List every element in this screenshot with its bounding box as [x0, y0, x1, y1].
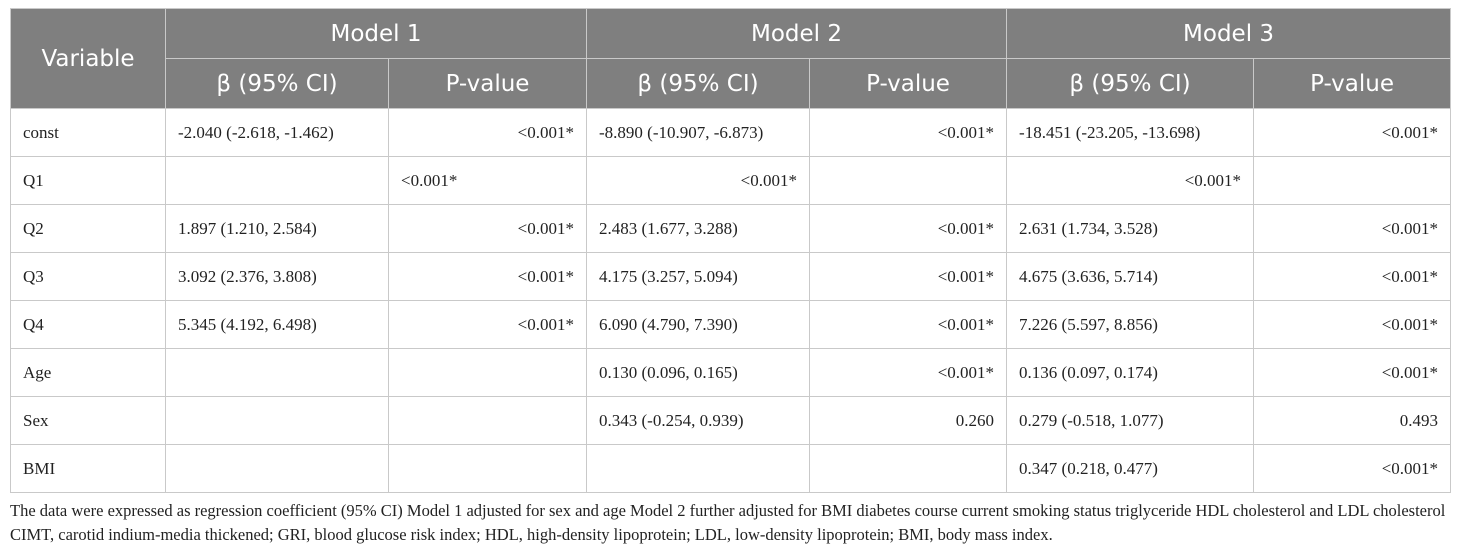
beta-cell: 4.675 (3.636, 5.714)	[1006, 252, 1255, 301]
beta-cell: 0.136 (0.097, 0.174)	[1006, 348, 1255, 397]
table-row: Q1 <0.001* <0.001* <0.001*	[10, 156, 1452, 205]
header-row-models: Variable Model 1 Model 2 Model 3	[10, 8, 1452, 109]
variable-cell: Q2	[10, 204, 166, 253]
beta-cell	[165, 156, 389, 205]
pvalue-cell: <0.001*	[1253, 444, 1452, 493]
beta-cell: -2.040 (-2.618, -1.462)	[165, 108, 389, 157]
beta-cell	[165, 396, 389, 445]
beta-cell: <0.001*	[586, 156, 811, 205]
variable-cell: Age	[10, 348, 166, 397]
pvalue-cell: <0.001*	[1253, 348, 1452, 397]
beta-cell: 0.343 (-0.254, 0.939)	[586, 396, 811, 445]
header-row-stats: β (95% CI) P-value β (95% CI) P-value β …	[11, 58, 1452, 109]
beta-header: β (95% CI)	[165, 58, 389, 109]
pvalue-cell: <0.001*	[387, 252, 588, 301]
beta-cell: 0.130 (0.096, 0.165)	[586, 348, 811, 397]
beta-cell: 2.631 (1.734, 3.528)	[1006, 204, 1255, 253]
pvalue-cell	[1253, 156, 1452, 205]
table-row: Sex 0.343 (-0.254, 0.939) 0.260 0.279 (-…	[10, 396, 1452, 445]
beta-cell	[586, 444, 811, 493]
beta-cell	[165, 444, 389, 493]
pvalue-header: P-value	[387, 58, 588, 109]
pvalue-cell: <0.001*	[809, 108, 1008, 157]
beta-cell	[165, 348, 389, 397]
table-row: BMI 0.347 (0.218, 0.477) <0.001*	[10, 444, 1452, 493]
beta-cell: 4.175 (3.257, 5.094)	[586, 252, 811, 301]
variable-cell: const	[10, 108, 166, 157]
table-row: Q3 3.092 (2.376, 3.808) <0.001* 4.175 (3…	[10, 252, 1452, 301]
beta-cell: 6.090 (4.790, 7.390)	[586, 300, 811, 349]
table-row: Age 0.130 (0.096, 0.165) <0.001* 0.136 (…	[10, 348, 1452, 397]
beta-cell: 0.347 (0.218, 0.477)	[1006, 444, 1255, 493]
beta-cell: 0.279 (-0.518, 1.077)	[1006, 396, 1255, 445]
variable-cell: Sex	[10, 396, 166, 445]
pvalue-cell: <0.001*	[809, 300, 1008, 349]
variable-cell: Q3	[10, 252, 166, 301]
pvalue-cell	[809, 444, 1008, 493]
beta-cell: 7.226 (5.597, 8.856)	[1006, 300, 1255, 349]
variable-cell: Q1	[10, 156, 166, 205]
pvalue-cell	[387, 444, 588, 493]
pvalue-cell	[387, 348, 588, 397]
pvalue-cell: 0.260	[809, 396, 1008, 445]
pvalue-cell: <0.001*	[387, 204, 588, 253]
beta-header: β (95% CI)	[586, 58, 811, 109]
pvalue-cell: <0.001*	[809, 252, 1008, 301]
pvalue-cell	[387, 396, 588, 445]
regression-table: Variable Model 1 Model 2 Model 3 β (95% …	[10, 8, 1452, 493]
model-1-header: Model 1	[164, 8, 588, 59]
pvalue-cell: <0.001*	[387, 108, 588, 157]
beta-cell: -18.451 (-23.205, -13.698)	[1006, 108, 1255, 157]
table-row: Q2 1.897 (1.210, 2.584) <0.001* 2.483 (1…	[10, 204, 1452, 253]
table-row: Q4 5.345 (4.192, 6.498) <0.001* 6.090 (4…	[10, 300, 1452, 349]
pvalue-cell: <0.001*	[387, 300, 588, 349]
variable-header: Variable	[10, 8, 166, 109]
variable-cell: Q4	[10, 300, 166, 349]
table-row: const -2.040 (-2.618, -1.462) <0.001* -8…	[10, 108, 1452, 157]
variable-cell: BMI	[10, 444, 166, 493]
pvalue-cell: <0.001*	[809, 204, 1008, 253]
pvalue-cell: <0.001*	[809, 348, 1008, 397]
pvalue-header: P-value	[1253, 58, 1452, 109]
pvalue-cell: <0.001*	[387, 156, 588, 205]
pvalue-cell	[809, 156, 1008, 205]
beta-cell: 2.483 (1.677, 3.288)	[586, 204, 811, 253]
beta-header: β (95% CI)	[1006, 58, 1255, 109]
pvalue-header: P-value	[809, 58, 1008, 109]
pvalue-cell: <0.001*	[1253, 108, 1452, 157]
table-footnote: The data were expressed as regression co…	[10, 501, 1446, 544]
pvalue-cell: <0.001*	[1253, 204, 1452, 253]
beta-cell: -8.890 (-10.907, -6.873)	[586, 108, 811, 157]
beta-cell: 3.092 (2.376, 3.808)	[165, 252, 389, 301]
pvalue-cell: <0.001*	[1253, 252, 1452, 301]
pvalue-cell: 0.493	[1253, 396, 1452, 445]
beta-cell: 1.897 (1.210, 2.584)	[165, 204, 389, 253]
model-2-header: Model 2	[586, 8, 1008, 59]
beta-cell: 5.345 (4.192, 6.498)	[165, 300, 389, 349]
pvalue-cell: <0.001*	[1253, 300, 1452, 349]
beta-cell: <0.001*	[1006, 156, 1255, 205]
model-3-header: Model 3	[1006, 8, 1452, 59]
